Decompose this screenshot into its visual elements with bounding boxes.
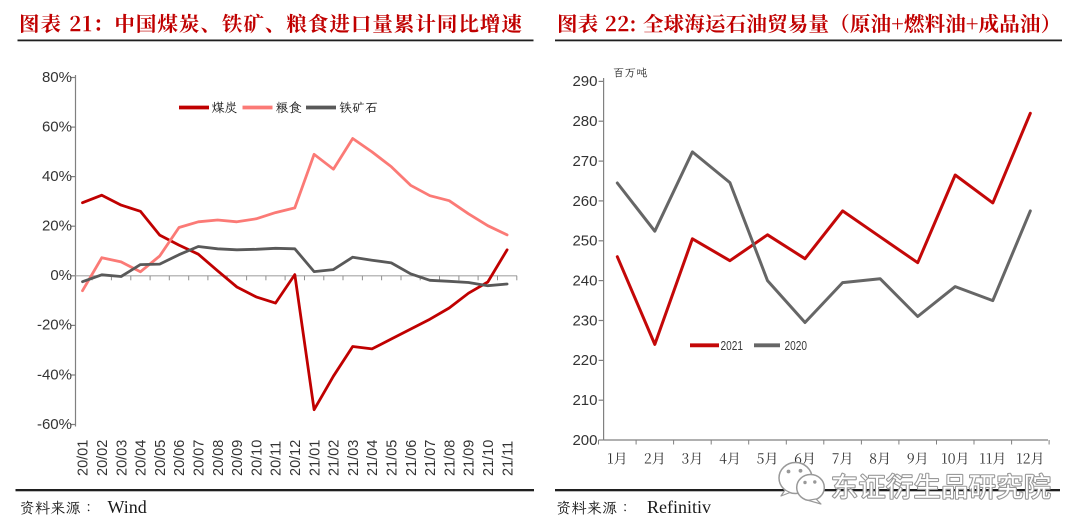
svg-text:20/08: 20/08: [211, 440, 227, 476]
svg-text:21/02: 21/02: [327, 440, 343, 476]
svg-text:60%: 60%: [42, 118, 72, 135]
svg-text:21/11: 21/11: [500, 441, 516, 476]
svg-text:-20%: -20%: [37, 317, 72, 334]
svg-text:20/01: 20/01: [76, 440, 92, 476]
svg-text:21/01: 21/01: [307, 440, 323, 476]
svg-text:21/08: 21/08: [442, 440, 458, 476]
svg-text:21/06: 21/06: [404, 440, 420, 476]
svg-text:20%: 20%: [42, 218, 72, 235]
svg-text:250: 250: [572, 233, 597, 250]
svg-text:220: 220: [572, 352, 597, 369]
svg-text:270: 270: [572, 153, 597, 170]
svg-text:20/07: 20/07: [192, 440, 208, 476]
svg-text:20/05: 20/05: [153, 440, 169, 476]
svg-text:20/06: 20/06: [172, 440, 188, 476]
svg-text:20/03: 20/03: [114, 440, 130, 476]
svg-text:Refinitiv: Refinitiv: [647, 497, 711, 517]
svg-text:20/02: 20/02: [95, 440, 111, 476]
svg-text:-60%: -60%: [37, 416, 72, 433]
svg-text:40%: 40%: [42, 168, 72, 185]
svg-text:260: 260: [572, 193, 597, 210]
svg-text:20/11: 20/11: [269, 441, 285, 476]
svg-text:-40%: -40%: [37, 366, 72, 383]
svg-text:230: 230: [572, 312, 597, 329]
svg-text:290: 290: [572, 73, 597, 90]
svg-text:200: 200: [572, 432, 597, 449]
svg-text:21/03: 21/03: [346, 440, 362, 476]
svg-text:20/12: 20/12: [288, 440, 304, 476]
svg-text:2021: 2021: [721, 338, 744, 353]
svg-text:21/07: 21/07: [423, 440, 439, 476]
svg-text:21/04: 21/04: [365, 440, 381, 476]
svg-text:80%: 80%: [42, 69, 72, 86]
svg-text:2020: 2020: [785, 338, 808, 353]
svg-text:280: 280: [572, 113, 597, 130]
svg-text:20/09: 20/09: [230, 440, 246, 476]
svg-text:Wind: Wind: [108, 497, 147, 517]
svg-text:20/10: 20/10: [249, 440, 265, 476]
svg-text:21/05: 21/05: [385, 440, 401, 476]
svg-text:210: 210: [572, 392, 597, 409]
svg-text:21/09: 21/09: [462, 440, 478, 476]
svg-text:0%: 0%: [50, 267, 72, 284]
svg-text:21/10: 21/10: [481, 440, 497, 476]
svg-text:240: 240: [572, 272, 597, 289]
svg-text:20/04: 20/04: [134, 440, 150, 476]
